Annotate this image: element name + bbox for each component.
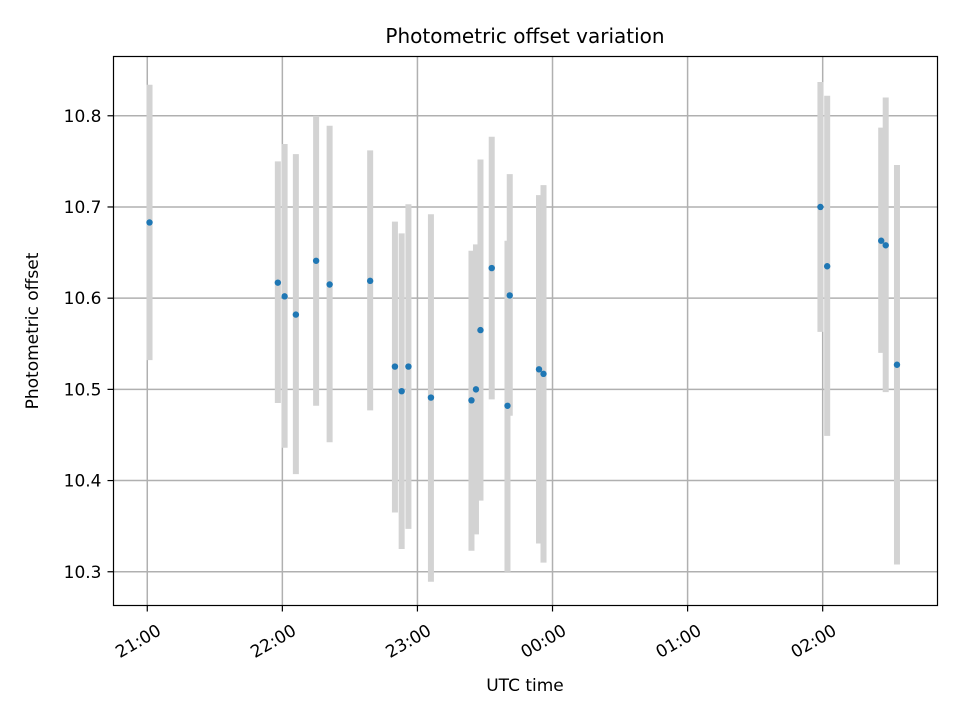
y-axis-label: Photometric offset: [23, 252, 43, 409]
data-point: [427, 394, 435, 401]
data-point: [405, 363, 412, 370]
data-point: [472, 386, 480, 393]
data-point: [274, 279, 282, 286]
y-tick-label: 10.7: [64, 198, 102, 218]
data-point: [366, 277, 374, 285]
data-point: [312, 257, 320, 264]
data-point: [817, 203, 824, 211]
data-point: [893, 361, 901, 368]
data-point: [504, 402, 511, 409]
data-point: [326, 281, 333, 288]
data-point: [292, 311, 300, 318]
chart-title: Photometric offset variation: [385, 24, 664, 48]
y-tick-label: 10.5: [64, 380, 102, 400]
y-tick-label: 10.6: [64, 289, 102, 309]
data-point: [506, 292, 513, 299]
data-point: [882, 242, 889, 249]
y-tick-label: 10.8: [64, 107, 102, 127]
data-point: [468, 397, 475, 404]
data-point: [477, 326, 484, 334]
data-point: [398, 387, 405, 395]
data-point: [488, 264, 495, 272]
y-tick-label: 10.3: [64, 563, 102, 583]
x-axis-label: UTC time: [486, 676, 564, 696]
data-point: [391, 363, 399, 370]
y-tick-label: 10.4: [64, 472, 102, 492]
data-point: [878, 237, 885, 244]
data-point: [535, 366, 543, 373]
plot-frame: [112, 55, 939, 607]
data-point: [281, 293, 288, 300]
data-point: [146, 219, 153, 226]
y-axis-ticks: 10.3 10.4 10.5 10.6 10.7 10.8: [64, 107, 114, 583]
data-point: [823, 263, 831, 270]
data-point: [540, 370, 547, 378]
data-points: [146, 203, 901, 409]
